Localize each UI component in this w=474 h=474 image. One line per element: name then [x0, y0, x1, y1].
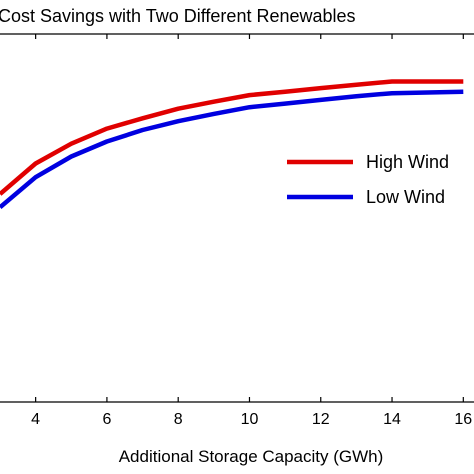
legend-label: Low Wind — [366, 187, 445, 207]
x-tick-label: 14 — [383, 411, 401, 428]
x-tick-label: 12 — [312, 411, 330, 428]
x-tick-label: 6 — [102, 411, 111, 428]
x-tick-label: 8 — [174, 411, 183, 428]
series-line-low-wind — [0, 89, 464, 210]
x-axis: 4 6 8 10 12 14 16 — [0, 33, 474, 428]
x-tick-label: 4 — [31, 411, 40, 428]
x-tick-label: 10 — [241, 411, 259, 428]
chart-title: Cost Savings with Two Different Renewabl… — [0, 6, 356, 26]
plot-area — [0, 79, 464, 210]
legend: High Wind Low Wind — [287, 152, 449, 207]
legend-label: High Wind — [366, 152, 449, 172]
x-axis-label: Additional Storage Capacity (GWh) — [119, 447, 384, 466]
series-line-high-wind — [0, 79, 464, 196]
x-tick-label: 16 — [454, 411, 472, 428]
